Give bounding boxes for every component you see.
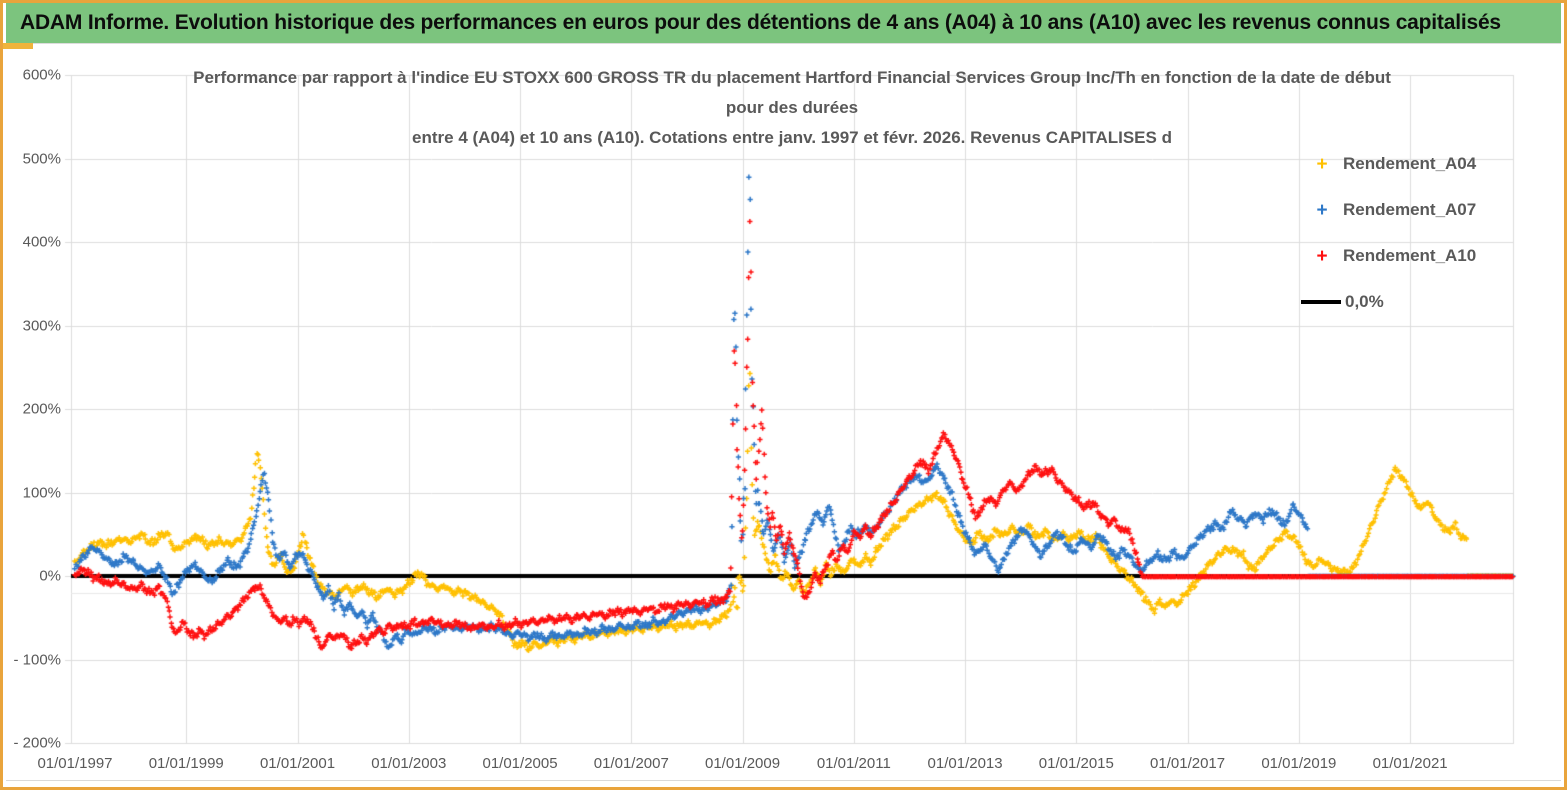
- legend-plus-marker: +: [1316, 199, 1328, 221]
- x-tick-label: 01/01/2015: [1038, 755, 1114, 772]
- x-tick-label: 01/01/2003: [371, 755, 447, 772]
- x-tick-label: 01/01/2011: [816, 755, 891, 772]
- chart-title-line-2: pour des durées: [725, 98, 859, 117]
- legend-plus-marker: +: [1316, 245, 1328, 267]
- chart-canvas: [3, 3, 1564, 787]
- x-tick-label: 01/01/2013: [927, 755, 1003, 772]
- y-tick-label: 300%: [22, 317, 61, 334]
- legend-zero-line-swatch: [1301, 300, 1341, 304]
- y-tick-label: - 100%: [13, 651, 61, 668]
- y-tick-label: 400%: [22, 233, 61, 251]
- y-tick-label: 0%: [39, 567, 61, 585]
- legend-item-rendement-a07: + Rendement_A07: [1301, 187, 1513, 233]
- x-tick-label: 01/01/2005: [482, 755, 558, 772]
- chart-title: Performance par rapport à l'indice EU ST…: [71, 63, 1513, 153]
- y-tick-label: 100%: [22, 484, 61, 501]
- x-tick-label: 01/01/1997: [37, 755, 113, 772]
- x-tick-label: 01/01/2017: [1150, 755, 1226, 772]
- x-tick-label: 01/01/1999: [148, 755, 224, 772]
- chart-title-line-3: entre 4 (A04) et 10 ans (A10). Cotations…: [412, 128, 1172, 147]
- legend-plus-marker: +: [1316, 153, 1328, 175]
- x-tick-label: 01/01/2001: [259, 755, 336, 772]
- legend-label: Rendement_A10: [1343, 246, 1477, 265]
- x-tick-label: 01/01/2009: [705, 755, 781, 772]
- legend-item-rendement-a10: + Rendement_A10: [1301, 233, 1513, 279]
- y-tick-label: - 200%: [13, 734, 61, 752]
- y-tick-label: 200%: [22, 400, 61, 418]
- chart-title-line-1: Performance par rapport à l'indice EU ST…: [193, 68, 1391, 87]
- bottom-divider: [6, 780, 1561, 781]
- legend-label: 0,0%: [1345, 292, 1384, 311]
- x-tick-label: 01/01/2019: [1261, 755, 1337, 772]
- legend: + Rendement_A04 + Rendement_A07 + Rendement_A…: [1301, 141, 1513, 325]
- y-tick-label: 500%: [22, 150, 61, 167]
- legend-label: Rendement_A04: [1343, 154, 1477, 173]
- legend-item-0-0-: 0,0%: [1301, 279, 1513, 325]
- legend-item-rendement-a04: + Rendement_A04: [1301, 141, 1513, 187]
- legend-label: Rendement_A07: [1343, 200, 1477, 219]
- y-tick-label: 600%: [22, 66, 61, 84]
- x-tick-label: 01/01/2021: [1372, 755, 1448, 772]
- x-tick-label: 01/01/2007: [593, 755, 669, 772]
